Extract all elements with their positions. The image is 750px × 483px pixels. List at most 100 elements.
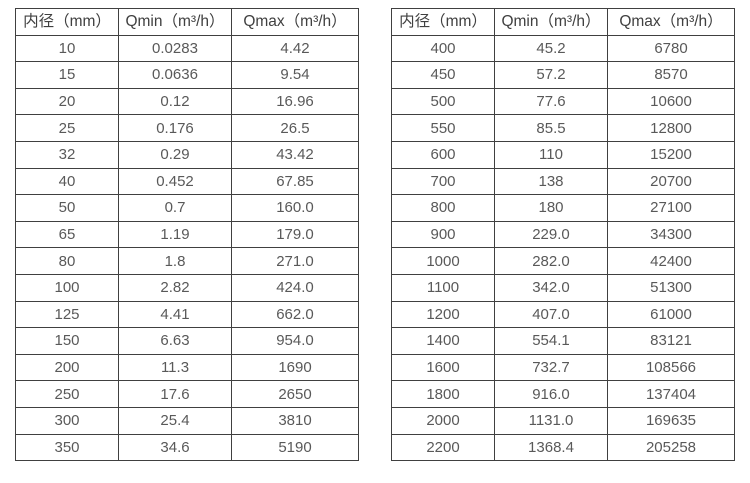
table-cell: 800 bbox=[391, 194, 495, 222]
table-cell: 8570 bbox=[607, 61, 735, 89]
table-cell: 11.3 bbox=[118, 353, 232, 382]
table-cell: 83121 bbox=[607, 327, 735, 355]
table-row: 100 2.82 424.0 bbox=[15, 273, 359, 302]
table-cell: 400 bbox=[391, 34, 495, 63]
table-cell: 57.2 bbox=[494, 61, 608, 89]
table-row: 10 0.0283 4.42 bbox=[15, 34, 359, 63]
table-cell: 65 bbox=[15, 220, 119, 249]
table-cell: 200 bbox=[15, 353, 119, 382]
table-cell: 45.2 bbox=[494, 34, 608, 63]
table-row: 1000 282.0 42400 bbox=[391, 247, 735, 275]
table-row: 700 138 20700 bbox=[391, 167, 735, 196]
table-cell: 0.29 bbox=[118, 140, 232, 169]
table-cell: 10600 bbox=[607, 87, 735, 116]
table-cell: 554.1 bbox=[494, 327, 608, 355]
table-cell: 108566 bbox=[607, 353, 735, 382]
header-row: 内径（mm） Qmin（m³/h） Qmax（m³/h） bbox=[391, 8, 735, 36]
table-cell: 15 bbox=[15, 61, 119, 89]
table-cell: 342.0 bbox=[494, 273, 608, 302]
table-cell: 5190 bbox=[231, 433, 359, 462]
column-header: Qmax（m³/h） bbox=[231, 8, 359, 36]
table-cell: 0.0283 bbox=[118, 34, 232, 63]
table-cell: 0.176 bbox=[118, 114, 232, 142]
table-row: 2200 1368.4 205258 bbox=[391, 433, 735, 462]
table-cell: 1368.4 bbox=[494, 433, 608, 462]
table-cell: 0.7 bbox=[118, 194, 232, 222]
table-cell: 0.12 bbox=[118, 87, 232, 116]
table-cell: 550 bbox=[391, 114, 495, 142]
table-cell: 34300 bbox=[607, 220, 735, 249]
table-cell: 600 bbox=[391, 140, 495, 169]
table-row: 15 0.0636 9.54 bbox=[15, 61, 359, 89]
table-cell: 138 bbox=[494, 167, 608, 196]
table-row: 2000 1131.0 169635 bbox=[391, 406, 735, 435]
table-cell: 700 bbox=[391, 167, 495, 196]
table-cell: 67.85 bbox=[231, 167, 359, 196]
table-cell: 25 bbox=[15, 114, 119, 142]
table-row: 400 45.2 6780 bbox=[391, 34, 735, 63]
table-row: 150 6.63 954.0 bbox=[15, 327, 359, 355]
table-cell: 125 bbox=[15, 300, 119, 329]
table-cell: 16.96 bbox=[231, 87, 359, 116]
table-cell: 34.6 bbox=[118, 433, 232, 462]
table-row: 550 85.5 12800 bbox=[391, 114, 735, 142]
table-cell: 80 bbox=[15, 247, 119, 275]
table-cell: 61000 bbox=[607, 300, 735, 329]
table-cell: 4.41 bbox=[118, 300, 232, 329]
flow-spec-table-small-diameters: 内径（mm） Qmin（m³/h） Qmax（m³/h） 10 0.0283 4.42 15… bbox=[15, 8, 359, 462]
table-cell: 17.6 bbox=[118, 380, 232, 408]
table-cell: 10 bbox=[15, 34, 119, 63]
table-row: 200 11.3 1690 bbox=[15, 353, 359, 382]
table-cell: 1131.0 bbox=[494, 406, 608, 435]
table-cell: 3810 bbox=[231, 406, 359, 435]
table-cell: 25.4 bbox=[118, 406, 232, 435]
table-cell: 20700 bbox=[607, 167, 735, 196]
table-row: 250 17.6 2650 bbox=[15, 380, 359, 408]
table-cell: 1.19 bbox=[118, 220, 232, 249]
table-cell: 77.6 bbox=[494, 87, 608, 116]
table-row: 1600 732.7 108566 bbox=[391, 353, 735, 382]
flow-spec-table-large-diameters: 内径（mm） Qmin（m³/h） Qmax（m³/h） 400 45.2 6780 450… bbox=[391, 8, 735, 462]
tables-container: 内径（mm） Qmin（m³/h） Qmax（m³/h） 10 0.0283 4.42 15… bbox=[15, 8, 735, 462]
table-cell: 900 bbox=[391, 220, 495, 249]
table-cell: 1100 bbox=[391, 273, 495, 302]
table-cell: 229.0 bbox=[494, 220, 608, 249]
table-cell: 282.0 bbox=[494, 247, 608, 275]
table-cell: 27100 bbox=[607, 194, 735, 222]
table-cell: 137404 bbox=[607, 380, 735, 408]
table-cell: 407.0 bbox=[494, 300, 608, 329]
table-cell: 9.54 bbox=[231, 61, 359, 89]
table-cell: 450 bbox=[391, 61, 495, 89]
table-cell: 2650 bbox=[231, 380, 359, 408]
table-cell: 1200 bbox=[391, 300, 495, 329]
table-cell: 1690 bbox=[231, 353, 359, 382]
table-cell: 40 bbox=[15, 167, 119, 196]
table-cell: 1.8 bbox=[118, 247, 232, 275]
column-header: Qmax（m³/h） bbox=[607, 8, 735, 36]
table-cell: 179.0 bbox=[231, 220, 359, 249]
table-row: 800 180 27100 bbox=[391, 194, 735, 222]
table-cell: 51300 bbox=[607, 273, 735, 302]
table-cell: 1800 bbox=[391, 380, 495, 408]
table-row: 1800 916.0 137404 bbox=[391, 380, 735, 408]
table-cell: 424.0 bbox=[231, 273, 359, 302]
table-cell: 1000 bbox=[391, 247, 495, 275]
table-cell: 916.0 bbox=[494, 380, 608, 408]
table-cell: 350 bbox=[15, 433, 119, 462]
table-cell: 205258 bbox=[607, 433, 735, 462]
header-row: 内径（mm） Qmin（m³/h） Qmax（m³/h） bbox=[15, 8, 359, 36]
table-cell: 662.0 bbox=[231, 300, 359, 329]
column-header: 内径（mm） bbox=[391, 8, 495, 36]
table-row: 600 110 15200 bbox=[391, 140, 735, 169]
table-cell: 6.63 bbox=[118, 327, 232, 355]
table-cell: 169635 bbox=[607, 406, 735, 435]
table-cell: 43.42 bbox=[231, 140, 359, 169]
table-cell: 732.7 bbox=[494, 353, 608, 382]
table-cell: 0.0636 bbox=[118, 61, 232, 89]
table-row: 350 34.6 5190 bbox=[15, 433, 359, 462]
table-row: 1200 407.0 61000 bbox=[391, 300, 735, 329]
column-header: Qmin（m³/h） bbox=[494, 8, 608, 36]
table-cell: 12800 bbox=[607, 114, 735, 142]
table-row: 900 229.0 34300 bbox=[391, 220, 735, 249]
